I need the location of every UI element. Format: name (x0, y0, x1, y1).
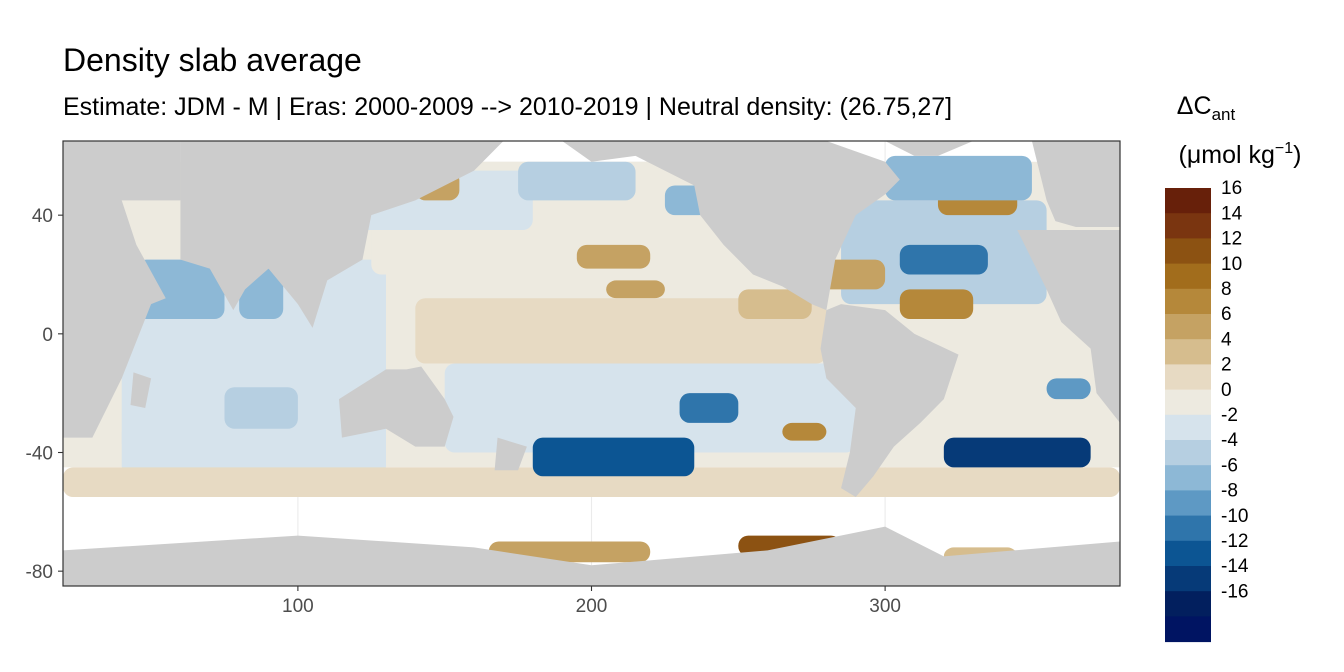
heatmap-region-peru-tan (782, 422, 827, 441)
legend-swatch (1165, 490, 1211, 517)
legend-label: 16 (1221, 178, 1242, 199)
legend-label: 6 (1221, 304, 1232, 325)
chart-title: Density slab average (63, 42, 362, 78)
heatmap-region-equatorial-tan-east (738, 289, 812, 319)
legend-swatch (1165, 314, 1211, 340)
legend-label: 12 (1221, 229, 1242, 250)
legend-label: 2 (1221, 355, 1232, 376)
legend-units-suffix: ) (1293, 141, 1301, 169)
x-tick-label: 100 (282, 596, 314, 617)
y-tick-label: -40 (26, 444, 53, 465)
legend-label: 14 (1221, 203, 1243, 224)
heatmap-region-south-pacific-mid (679, 393, 739, 423)
legend-swatch (1165, 364, 1211, 391)
heatmap-region-subpolar-atlantic (885, 155, 1032, 201)
y-tick-label: -80 (26, 562, 53, 583)
heatmap-region-north-pacific-tan-2 (606, 280, 665, 299)
legend-label: 8 (1221, 279, 1232, 300)
legend-swatch (1165, 414, 1211, 441)
legend-label: -14 (1221, 556, 1249, 577)
heatmap-region-south-pacific (444, 363, 856, 453)
heatmap-region-south-indian-band (121, 422, 386, 477)
legend-swatch (1165, 515, 1211, 542)
legend-units-sup: −1 (1275, 140, 1293, 157)
heatmap-region-arabian-sea (136, 259, 225, 319)
land-australia (338, 366, 454, 447)
heatmap-region-kuroshio-blue (518, 161, 636, 201)
chart-subtitle: Estimate: JDM - M | Eras: 2000-2009 --> … (63, 93, 953, 121)
legend-label: -4 (1221, 430, 1238, 451)
legend-units: (μmol kg−1) (1179, 140, 1302, 169)
land-greenland (885, 141, 974, 156)
legend-label: -12 (1221, 531, 1248, 552)
legend-swatch (1165, 263, 1211, 290)
legend-swatch (1165, 389, 1211, 416)
legend-swatch (1165, 288, 1211, 315)
legend-label: -10 (1221, 506, 1248, 527)
legend-swatch (1165, 591, 1211, 617)
legend-swatch (1165, 465, 1211, 491)
land-antarctica (63, 526, 1120, 586)
heatmap-region-north-atlantic-deep (899, 244, 988, 275)
legend-label: -16 (1221, 581, 1248, 602)
heatmap-region-north-pacific-tan (576, 244, 651, 269)
land-africa (63, 141, 181, 438)
legend-title: ΔCant (1177, 92, 1236, 124)
land-madagascar (130, 372, 152, 408)
legend-swatch (1165, 566, 1211, 592)
heatmap-region-south-pacific-deep (532, 437, 695, 477)
land-new-zealand (494, 437, 527, 471)
legend-swatch (1165, 540, 1211, 567)
legend-swatch (1165, 339, 1211, 365)
land-africa-east (1017, 230, 1120, 423)
legend-swatch (1165, 440, 1211, 466)
land-north-america (562, 141, 900, 311)
heatmap-region-indian-blue-patch (224, 387, 298, 429)
legend-title-sub: ant (1212, 105, 1236, 124)
legend-title-main: ΔC (1177, 92, 1212, 120)
land-europe (1031, 141, 1120, 228)
legend-label: 4 (1221, 329, 1232, 350)
legend-swatch (1165, 238, 1211, 265)
heatmap-region-south-atlantic-deep (943, 437, 1091, 468)
x-tick-label: 300 (869, 596, 901, 617)
heatmap-region-equatorial-pacific (415, 298, 827, 364)
legend-label: 0 (1221, 380, 1232, 401)
land-south-america (820, 304, 959, 497)
legend-swatch (1165, 213, 1211, 239)
y-tick-label: 0 (42, 325, 53, 346)
heatmap-region-atlantic-tan (899, 289, 974, 319)
legend-swatch (1165, 616, 1211, 643)
heatmap-region-benguela-blue (1046, 378, 1091, 400)
legend-label: -2 (1221, 405, 1238, 426)
legend-label: 10 (1221, 254, 1242, 275)
land-mask (63, 141, 1120, 586)
legend-label: -6 (1221, 455, 1238, 476)
legend: ΔCant (μmol kg−1) 16 14 12 10 8 6 4 2 0 -2 -4 -6 -8 -… (1165, 92, 1302, 643)
y-tick-label: 40 (32, 206, 53, 227)
x-tick-label: 200 (576, 596, 608, 617)
legend-units-prefix: (μmol kg (1179, 141, 1275, 169)
legend-label: -8 (1221, 481, 1238, 502)
legend-swatch (1165, 188, 1211, 214)
land-eurasia (180, 141, 504, 328)
